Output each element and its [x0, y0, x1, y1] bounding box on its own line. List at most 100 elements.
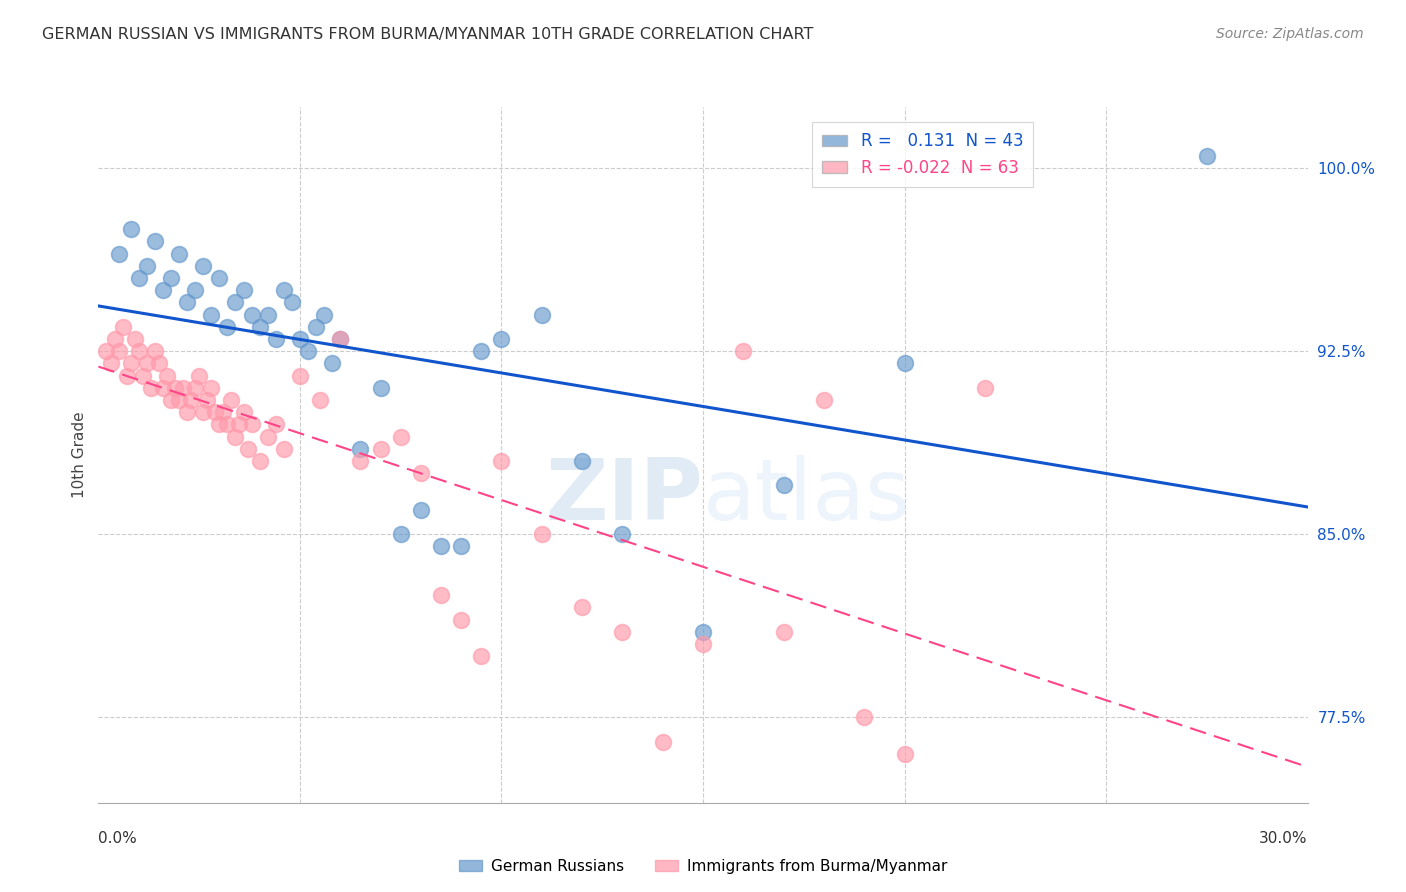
Point — [224, 429, 246, 443]
Text: 0.0%: 0.0% — [98, 830, 138, 846]
Point — [692, 624, 714, 639]
Point — [143, 235, 166, 249]
Point — [450, 540, 472, 554]
Point — [288, 332, 311, 346]
Point — [772, 624, 794, 639]
Point — [232, 405, 254, 419]
Point — [128, 271, 150, 285]
Point — [288, 368, 311, 383]
Point — [813, 392, 835, 407]
Point — [974, 381, 997, 395]
Point — [692, 637, 714, 651]
Point — [204, 405, 226, 419]
Point — [612, 624, 634, 639]
Point — [530, 527, 553, 541]
Point — [228, 417, 250, 432]
Point — [273, 442, 295, 456]
Point — [389, 527, 412, 541]
Point — [409, 467, 432, 481]
Point — [240, 308, 263, 322]
Point — [107, 344, 129, 359]
Point — [167, 392, 190, 407]
Point — [236, 442, 259, 456]
Point — [135, 259, 157, 273]
Y-axis label: 10th Grade: 10th Grade — [72, 411, 87, 499]
Point — [172, 381, 194, 395]
Point — [111, 319, 134, 334]
Point — [103, 332, 125, 346]
Point — [571, 454, 593, 468]
Text: Source: ZipAtlas.com: Source: ZipAtlas.com — [1216, 27, 1364, 41]
Point — [160, 392, 183, 407]
Point — [281, 295, 304, 310]
Point — [152, 283, 174, 297]
Point — [297, 344, 319, 359]
Point — [491, 332, 513, 346]
Point — [188, 368, 211, 383]
Point — [309, 392, 332, 407]
Point — [124, 332, 146, 346]
Point — [193, 405, 215, 419]
Point — [221, 392, 243, 407]
Point — [772, 478, 794, 492]
Point — [571, 600, 593, 615]
Point — [152, 381, 174, 395]
Point — [409, 503, 432, 517]
Point — [430, 540, 453, 554]
Point — [115, 368, 138, 383]
Point — [200, 308, 222, 322]
Point — [176, 405, 198, 419]
Point — [193, 259, 215, 273]
Text: GERMAN RUSSIAN VS IMMIGRANTS FROM BURMA/MYANMAR 10TH GRADE CORRELATION CHART: GERMAN RUSSIAN VS IMMIGRANTS FROM BURMA/… — [42, 27, 814, 42]
Point — [184, 283, 207, 297]
Point — [733, 344, 755, 359]
Point — [612, 527, 634, 541]
Legend: German Russians, Immigrants from Burma/Myanmar: German Russians, Immigrants from Burma/M… — [453, 853, 953, 880]
Point — [100, 356, 122, 370]
Point — [176, 295, 198, 310]
Point — [156, 368, 179, 383]
Point — [132, 368, 155, 383]
Point — [470, 344, 492, 359]
Point — [217, 319, 239, 334]
Point — [160, 271, 183, 285]
Point — [200, 381, 222, 395]
Legend: R =   0.131  N = 43, R = -0.022  N = 63: R = 0.131 N = 43, R = -0.022 N = 63 — [813, 122, 1033, 186]
Point — [232, 283, 254, 297]
Point — [370, 442, 392, 456]
Point — [256, 308, 278, 322]
Point — [184, 381, 207, 395]
Point — [208, 417, 231, 432]
Point — [349, 442, 371, 456]
Point — [217, 417, 239, 432]
Text: atlas: atlas — [703, 455, 911, 538]
Point — [893, 356, 915, 370]
Point — [139, 381, 162, 395]
Point — [195, 392, 218, 407]
Point — [264, 417, 287, 432]
Point — [530, 308, 553, 322]
Point — [893, 747, 915, 761]
Point — [167, 246, 190, 260]
Point — [430, 588, 453, 602]
Point — [450, 613, 472, 627]
Point — [143, 344, 166, 359]
Point — [256, 429, 278, 443]
Point — [212, 405, 235, 419]
Point — [264, 332, 287, 346]
Point — [249, 319, 271, 334]
Point — [240, 417, 263, 432]
Point — [389, 429, 412, 443]
Point — [249, 454, 271, 468]
Text: 30.0%: 30.0% — [1260, 830, 1308, 846]
Point — [208, 271, 231, 285]
Point — [1195, 149, 1218, 163]
Point — [148, 356, 170, 370]
Point — [491, 454, 513, 468]
Point — [314, 308, 336, 322]
Point — [470, 649, 492, 664]
Point — [651, 735, 673, 749]
Point — [305, 319, 328, 334]
Point — [853, 710, 876, 724]
Point — [107, 246, 129, 260]
